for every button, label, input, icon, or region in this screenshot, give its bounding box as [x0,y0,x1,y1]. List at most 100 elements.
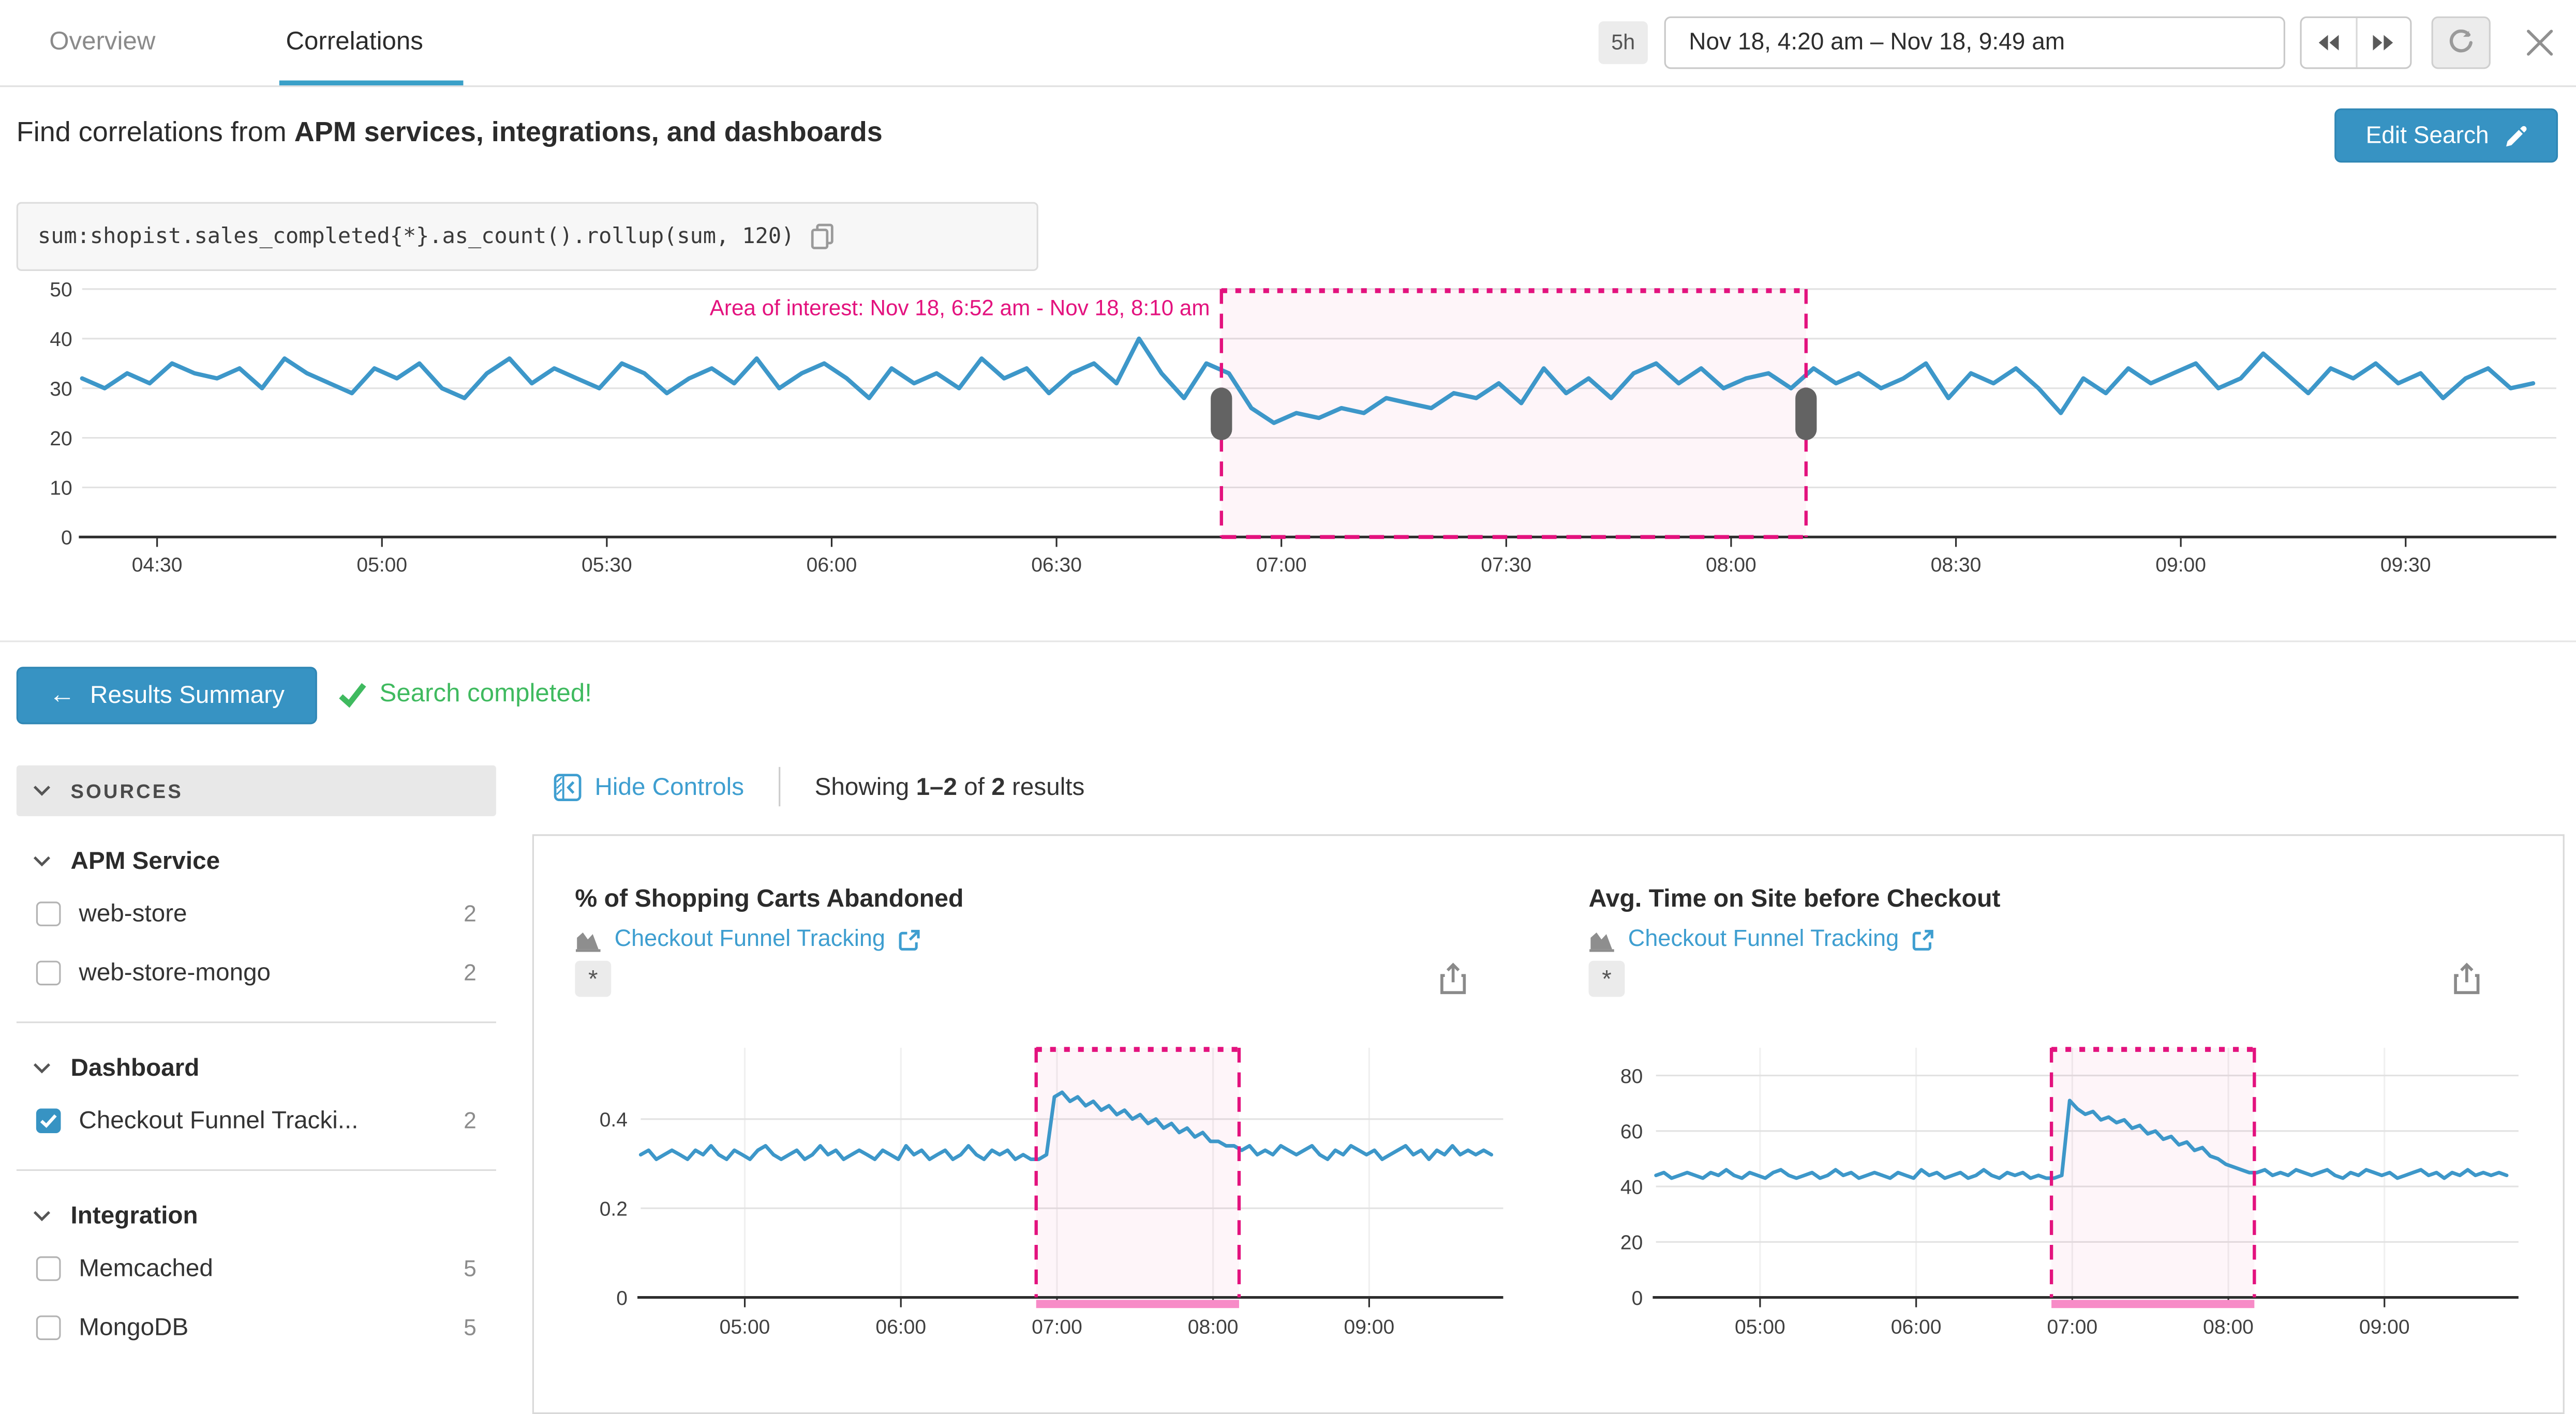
time-back-button[interactable] [2302,18,2355,67]
svg-text:07:00: 07:00 [1032,1316,1082,1338]
area-drag-handle[interactable] [1211,387,1232,441]
source-item-label[interactable]: Memcached [79,1254,213,1282]
query-text: sum:shopist.sales_completed{*}.as_count(… [38,224,795,249]
checkbox-unchecked[interactable] [36,1314,61,1340]
sources-header[interactable]: SOURCES [16,765,496,817]
checkbox-checked[interactable] [36,1107,61,1133]
scope-badge[interactable]: * [1588,960,1625,997]
refresh-button[interactable] [2431,16,2491,69]
result-card-title: % of Shopping Carts Abandoned [575,885,964,913]
checkbox-unchecked[interactable] [36,1255,61,1281]
source-item: Checkout Funnel Tracki... 2 [17,1090,496,1149]
svg-text:0: 0 [616,1287,628,1310]
svg-text:0.4: 0.4 [600,1109,628,1131]
svg-text:40: 40 [50,328,72,351]
skip-back-icon [2318,35,2339,51]
time-nav-group [2300,16,2412,69]
pencil-icon [2506,125,2527,146]
source-item: MongoDB 5 [17,1298,496,1357]
result-chart-carts-abandoned[interactable]: 0 0.2 0.4 05:00 06:00 07:00 08:00 09:00 [544,1028,1553,1357]
source-item: web-store 2 [17,883,496,942]
svg-text:06:30: 06:30 [1031,554,1082,576]
external-link-icon [1912,929,1933,950]
sources-sidebar: SOURCES APM Service web-store 2 web-store-m… [16,765,496,1412]
page-title-lead: Find correlations from [16,116,287,148]
svg-text:40: 40 [1620,1176,1643,1198]
results-summary-button[interactable]: ← Results Summary [16,667,317,725]
export-icon[interactable] [1439,962,1467,996]
svg-text:10: 10 [50,477,72,500]
svg-text:50: 50 [50,279,72,301]
page-title: Find correlations from APM services, int… [17,116,883,149]
hide-controls-link[interactable]: Hide Controls [554,773,744,801]
source-item-count: 5 [464,1314,477,1341]
svg-text:09:00: 09:00 [2155,554,2206,576]
external-link-icon [899,929,920,950]
source-item-label[interactable]: web-store-mongo [79,958,271,986]
scope-badge[interactable]: * [575,960,612,997]
checkbox-unchecked[interactable] [36,960,61,985]
refresh-icon [2449,29,2473,53]
chevron-down-icon [33,855,51,866]
dashboard-source-link[interactable]: Checkout Funnel Tracking [575,926,920,953]
svg-text:06:00: 06:00 [807,554,857,576]
back-arrow-icon: ← [49,681,76,709]
checkbox-unchecked[interactable] [36,900,61,926]
chevron-down-icon [33,1062,51,1073]
group-divider [16,1021,496,1024]
svg-text:80: 80 [1620,1065,1643,1088]
source-group-header[interactable]: Dashboard [17,1045,496,1091]
source-item: web-store-mongo 2 [17,943,496,1002]
time-range-input[interactable]: Nov 18, 4:20 am – Nov 18, 9:49 am [1664,16,2285,69]
svg-text:30: 30 [50,378,72,400]
source-group-header[interactable]: Integration [17,1192,496,1238]
main-query-chart[interactable]: 0 10 20 30 40 50 04:30 05:00 05:30 06:00 06:30 07:0… [0,271,2576,624]
tab-correlations[interactable]: Correlations [286,27,423,56]
svg-text:08:00: 08:00 [1188,1316,1239,1338]
tab-overview[interactable]: Overview [49,27,156,56]
source-item-count: 2 [464,900,477,926]
active-tab-underline [279,80,464,86]
source-item-label[interactable]: web-store [79,899,187,927]
close-icon [2527,29,2553,56]
results-count: Showing 1–2 of 2 results [814,773,1085,801]
svg-text:20: 20 [1620,1232,1643,1254]
result-card-title: Avg. Time on Site before Checkout [1588,885,2001,913]
source-item-label[interactable]: Checkout Funnel Tracki... [79,1106,359,1134]
results-panel: % of Shopping Carts Abandoned Checkout F… [532,834,2565,1414]
time-preset-badge[interactable]: 5h [1598,21,1648,64]
group-divider [16,1169,496,1171]
area-drag-handle[interactable] [1795,387,1817,441]
export-icon[interactable] [2453,962,2481,996]
query-box: sum:shopist.sales_completed{*}.as_count(… [16,202,1038,271]
hide-controls-icon [554,773,582,801]
top-bar: Overview Correlations 5h Nov 18, 4:20 am… [0,0,2576,87]
source-item-label[interactable]: MongoDB [79,1313,189,1341]
copy-icon[interactable] [809,223,834,250]
area-of-interest-label: Area of interest: Nov 18, 6:52 am - Nov … [710,296,1210,320]
source-group-header[interactable]: APM Service [17,837,496,883]
chevron-down-icon [33,786,51,796]
svg-text:07:00: 07:00 [1256,554,1307,576]
area-chart-icon [1589,931,1614,951]
source-item: Memcached 5 [17,1238,496,1297]
edit-search-button[interactable]: Edit Search [2334,108,2558,163]
controls-row: Hide Controls Showing 1–2 of 2 results [554,762,1084,811]
svg-text:09:30: 09:30 [2380,554,2431,576]
time-forward-button[interactable] [2355,18,2410,68]
search-status: Search completed! [379,680,592,708]
svg-text:60: 60 [1620,1121,1643,1143]
svg-text:09:00: 09:00 [1344,1316,1395,1338]
svg-text:08:00: 08:00 [2203,1316,2254,1338]
svg-text:05:30: 05:30 [582,554,632,576]
svg-text:09:00: 09:00 [2359,1316,2410,1338]
svg-text:05:00: 05:00 [356,554,407,576]
dashboard-source-link[interactable]: Checkout Funnel Tracking [1589,926,1933,953]
source-item-count: 2 [464,1107,477,1134]
result-chart-time-on-site[interactable]: 0 20 40 60 80 05:00 06:00 07:00 08:00 09:00 [1559,1028,2568,1357]
close-button[interactable] [2523,26,2556,59]
source-item-count: 5 [464,1254,477,1281]
svg-text:06:00: 06:00 [1891,1316,1942,1338]
svg-text:0: 0 [1632,1287,1643,1310]
